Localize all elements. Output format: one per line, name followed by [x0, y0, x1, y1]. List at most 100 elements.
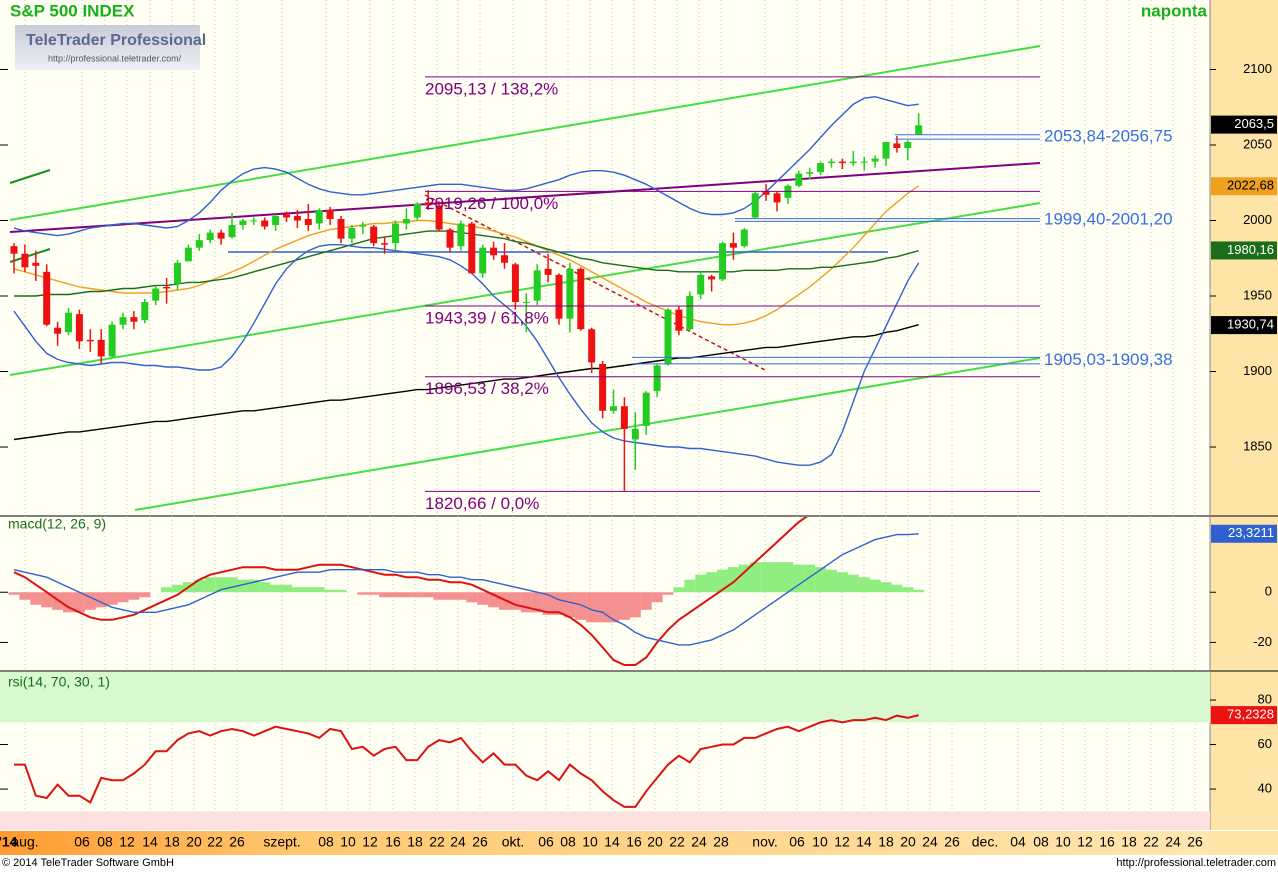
channel-line [9, 248, 51, 263]
histogram-bar [390, 592, 401, 598]
histogram-bar [499, 592, 510, 610]
candle-body [806, 172, 814, 174]
histogram-bar [19, 592, 31, 600]
candle-body [653, 365, 661, 392]
x-tick-label: 06 [789, 834, 805, 850]
zone-label: 1999,40-2001,20 [1044, 210, 1173, 229]
histogram-bar [662, 592, 674, 595]
x-axis-bar [0, 831, 1210, 855]
histogram-bar [379, 592, 391, 598]
histogram-bar [8, 592, 20, 595]
x-tick-label: 24 [1165, 834, 1181, 850]
candle-body [664, 309, 672, 364]
price-tag [1211, 177, 1277, 196]
x-tick-label: 12 [834, 834, 850, 850]
histogram-bar [41, 592, 53, 608]
y-tick-label: 1900 [1243, 363, 1272, 378]
histogram-bar [324, 589, 336, 593]
candle-body [381, 243, 389, 245]
x-tick-label: '14 [0, 834, 18, 850]
candle-body [337, 218, 345, 239]
histogram-bar [455, 592, 467, 600]
trend-line [424, 194, 766, 371]
x-tick-label: 08 [1033, 834, 1049, 850]
price-tag-label: 23,3211 [1228, 525, 1274, 540]
footer-url: http://professional.teletrader.com [1116, 857, 1276, 869]
axis-background [1210, 0, 1278, 830]
x-tick-label: 20 [186, 834, 202, 850]
channel-line [134, 357, 1041, 511]
histogram-bar [106, 592, 118, 605]
candle-body [239, 220, 247, 226]
price-tag-label: 2022,68 [1227, 178, 1274, 193]
histogram-bar [193, 579, 205, 593]
fib-label: 2019,26 / 100,0% [425, 194, 558, 213]
x-tick-label: 22 [1143, 834, 1159, 850]
histogram-bar [575, 592, 587, 620]
x-tick-label: 14 [142, 834, 158, 850]
histogram-bar [237, 579, 249, 593]
price-tag-label: 2063,5 [1234, 116, 1274, 131]
histogram-bar [84, 592, 96, 610]
x-tick-label: 28 [713, 834, 729, 850]
x-tick-label: 14 [856, 834, 872, 850]
candle-body [610, 406, 617, 411]
histogram-bar [226, 577, 238, 593]
histogram-bar [760, 562, 772, 593]
candle-body [315, 209, 323, 224]
histogram-bar [248, 579, 260, 593]
trend-line [9, 162, 1041, 233]
candle-body [501, 255, 508, 263]
candle-body [620, 406, 628, 429]
histogram-bar [291, 587, 303, 593]
histogram-bar [172, 584, 183, 593]
histogram-bar [422, 592, 434, 598]
candle-body [195, 240, 203, 248]
histogram-bar [313, 587, 325, 593]
x-tick-label: 08 [560, 834, 576, 850]
price-tag-label: 1930,74 [1227, 317, 1274, 332]
histogram-bar [608, 592, 619, 623]
histogram-bar [204, 577, 216, 593]
period: naponta [1141, 1, 1208, 20]
price-tag [1211, 316, 1277, 335]
candle-body [708, 276, 716, 280]
y-tick-label: 80 [1258, 691, 1272, 706]
candle-body [283, 214, 290, 218]
y-tick-label: -20 [1253, 634, 1272, 649]
fib-label: 1943,39 / 61,8% [425, 308, 549, 327]
candle-body [740, 229, 748, 247]
x-tick-label: 16 [626, 834, 642, 850]
candle-body [163, 286, 171, 289]
y-tick-label: 2100 [1243, 61, 1272, 76]
rsi-band [0, 811, 1210, 830]
zone-label: 1905,03-1909,38 [1044, 350, 1173, 369]
candle-body [838, 161, 846, 164]
candle-body [424, 202, 432, 206]
chart-title: S&P 500 INDEX [10, 1, 135, 20]
candle-body [326, 209, 334, 219]
candle-body [555, 274, 563, 319]
candle-body [10, 246, 18, 254]
candle-body [272, 215, 280, 226]
histogram-bar [542, 592, 554, 615]
candle-body [152, 288, 160, 301]
candle-body [511, 264, 519, 303]
candle-body [413, 203, 421, 218]
histogram-bar [509, 592, 521, 610]
logo-box [15, 25, 200, 70]
x-axis-bar [1210, 831, 1278, 855]
rsi-band [0, 672, 1210, 723]
candle-body [697, 274, 705, 295]
candle-body [348, 228, 356, 239]
x-tick-label: 18 [407, 834, 423, 850]
x-tick-label: 20 [900, 834, 916, 850]
candle-body [119, 317, 127, 325]
histogram-bar [117, 592, 129, 603]
histogram-bar [564, 592, 576, 618]
price-tag [1211, 241, 1277, 260]
histogram-bar [477, 592, 489, 605]
candle-body [54, 327, 62, 334]
candle-body [751, 193, 759, 218]
histogram-bar [161, 587, 173, 593]
